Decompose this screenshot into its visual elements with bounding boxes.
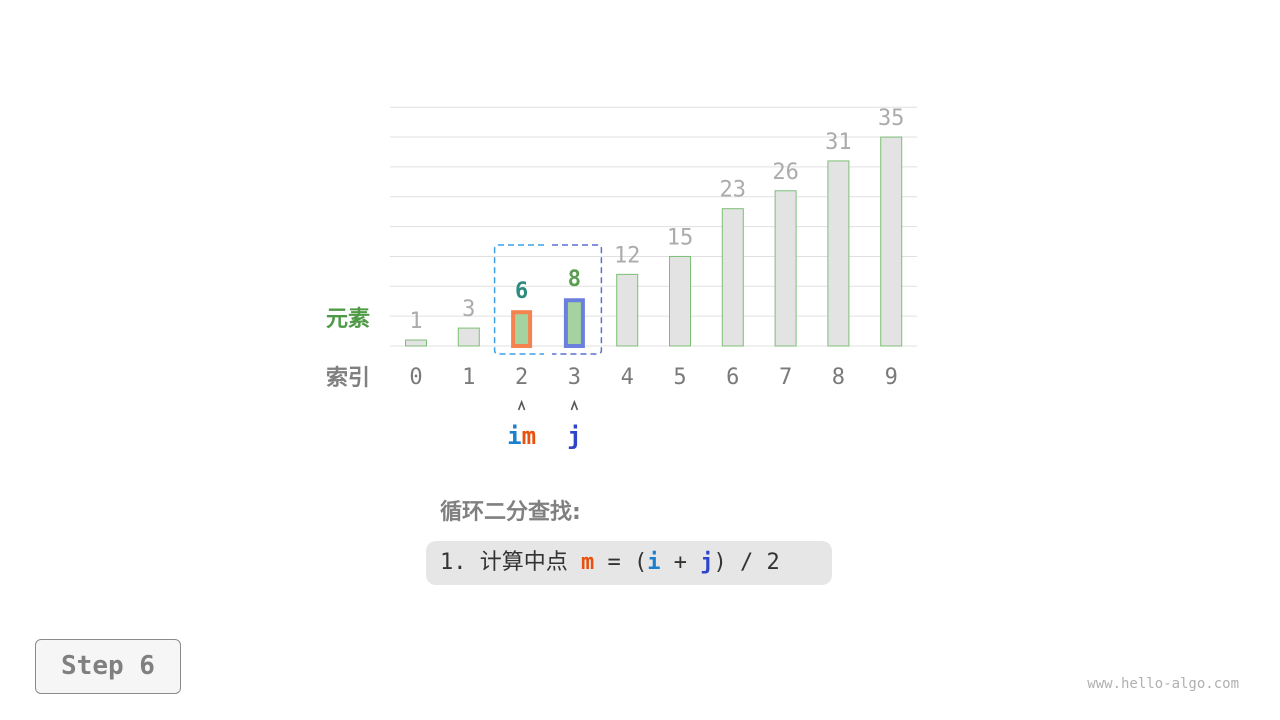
pointer-label: im <box>507 422 536 450</box>
index-label: 5 <box>673 365 686 390</box>
value-label: 3 <box>462 297 475 322</box>
formula-plus: + <box>660 550 701 575</box>
value-label: 12 <box>614 243 641 268</box>
value-label: 31 <box>825 130 852 155</box>
formula-eq: = ( <box>594 550 648 575</box>
bar-active <box>511 310 533 348</box>
elements-row-label: 元素 <box>326 307 371 332</box>
formula-suffix: ) / 2 <box>713 550 780 575</box>
formula-prefix: 1. 计算中点 <box>440 550 581 575</box>
pointer-j: j <box>567 422 581 450</box>
pointer-arrow-icon <box>517 399 526 411</box>
index-label: 8 <box>832 365 845 390</box>
index-label: 6 <box>726 365 739 390</box>
step-button[interactable]: Step 6 <box>35 639 181 694</box>
value-label: 23 <box>720 178 747 203</box>
index-label: 9 <box>885 365 898 390</box>
index-label: 3 <box>568 365 581 390</box>
index-label: 1 <box>462 365 475 390</box>
index-label: 7 <box>779 365 792 390</box>
bar <box>405 339 427 347</box>
index-label: 2 <box>515 365 528 390</box>
index-label: 0 <box>409 365 422 390</box>
indices-row-label: 索引 <box>326 366 371 391</box>
value-label: 26 <box>772 160 799 185</box>
value-label: 6 <box>515 279 528 304</box>
pointer-arrow-icon <box>570 399 579 411</box>
watermark: www.hello-algo.com <box>1087 676 1239 692</box>
search-range-bracket-right <box>552 244 603 355</box>
formula-i: i <box>647 550 661 575</box>
bar <box>669 255 691 347</box>
bar <box>880 136 903 347</box>
bar <box>616 273 639 347</box>
pointer-i: i <box>507 422 521 450</box>
formula-box: 1. 计算中点 m = (i + j) / 2 <box>426 541 832 585</box>
value-label: 8 <box>568 267 581 292</box>
pointer-m: m <box>522 422 536 450</box>
value-label: 35 <box>878 106 905 131</box>
search-range-bracket-left <box>493 244 544 355</box>
section-title: 循环二分查找: <box>440 500 581 525</box>
index-label: 4 <box>621 365 634 390</box>
bar <box>827 160 850 347</box>
formula-j: j <box>700 550 714 575</box>
value-label: 15 <box>667 225 694 250</box>
bar <box>457 327 480 347</box>
bar <box>774 190 797 347</box>
bar-active <box>563 298 585 348</box>
pointer-label: j <box>567 422 581 450</box>
bar <box>721 208 744 347</box>
formula-m: m <box>580 550 595 575</box>
value-label: 1 <box>409 309 422 334</box>
